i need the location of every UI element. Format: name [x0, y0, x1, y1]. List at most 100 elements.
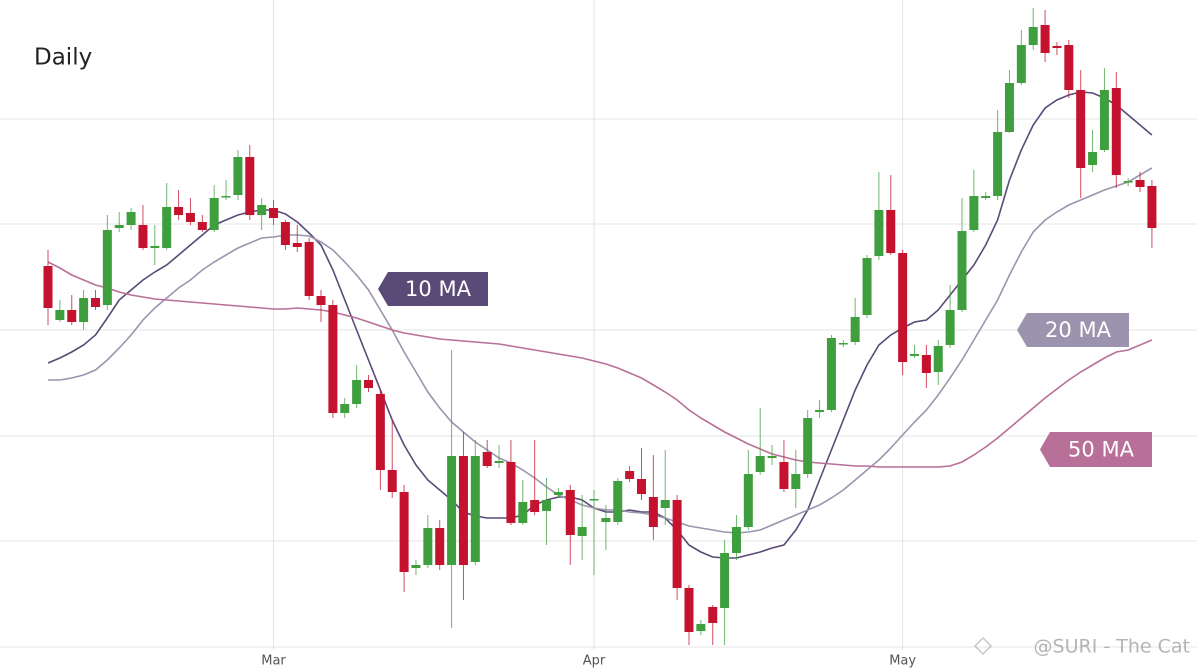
moving-averages [47, 91, 1153, 559]
candle-body [221, 196, 231, 198]
candle-body [589, 499, 599, 501]
candle-body [411, 565, 421, 568]
candle-body [1076, 90, 1086, 168]
candle-body [862, 258, 872, 315]
candle-body [993, 132, 1003, 196]
candle-body [209, 198, 219, 230]
candle-body [696, 624, 706, 631]
candle-body [648, 497, 658, 527]
candle-body [577, 527, 587, 536]
candle-body [1123, 181, 1133, 183]
ma-tag-label: 50 MA [1068, 438, 1135, 462]
candle-body [803, 418, 813, 474]
candle-body [90, 298, 100, 307]
watermark-icon [973, 636, 993, 656]
candle-body [613, 481, 623, 522]
candle-body [126, 212, 136, 225]
candle-body [387, 470, 397, 492]
candle-body [102, 230, 112, 305]
candle-body [921, 355, 931, 373]
candle-body [340, 404, 350, 413]
candle-body [1016, 45, 1026, 83]
candle-body [197, 222, 207, 230]
candle-body [375, 394, 385, 470]
candle-body [910, 354, 920, 356]
candle-body [245, 157, 255, 215]
candle-body [1147, 186, 1157, 228]
ma-tag [1040, 432, 1152, 467]
ma-line [48, 167, 1153, 534]
candle-body [542, 500, 552, 511]
ma-tag-label: 10 MA [405, 277, 472, 301]
candle-body [304, 242, 314, 296]
candle-body [1052, 46, 1062, 48]
candle-body [316, 296, 326, 305]
candle-body [185, 213, 195, 222]
candle-body [933, 346, 943, 372]
candle-body [767, 456, 777, 458]
ma-tags: 10 MA 20 MA 50 MA [378, 272, 1152, 467]
candle-body [625, 471, 635, 479]
ma-tag-label: 20 MA [1045, 318, 1112, 342]
candle-body [969, 196, 979, 230]
candle-body [174, 207, 184, 215]
candle-body [957, 231, 967, 310]
x-tick-label: Apr [583, 654, 606, 669]
x-tick-label: May [889, 654, 916, 669]
candle-body [1099, 90, 1109, 150]
candle-body [838, 343, 848, 345]
candle-body [470, 456, 480, 562]
candle-body [1004, 83, 1014, 132]
candle-body [660, 500, 670, 508]
candle-body [518, 502, 528, 523]
candle-body [506, 462, 516, 523]
candle-body [233, 157, 243, 195]
candle-body [945, 310, 955, 345]
candle-body [269, 208, 279, 218]
ma-tag [378, 272, 488, 306]
candle-body [1135, 180, 1145, 187]
candle-body [731, 527, 741, 553]
candle-body [720, 553, 730, 608]
candle-body [447, 456, 457, 565]
candle-body [494, 461, 504, 463]
candle-body [43, 266, 53, 308]
candle-body [257, 205, 267, 215]
watermark: @SURI - The Cat [1034, 636, 1190, 658]
candle-body [423, 528, 433, 565]
candle-body [1088, 152, 1098, 165]
candle-body [684, 588, 694, 632]
candle-body [874, 210, 884, 256]
candle-body [328, 305, 338, 413]
candle-body [815, 410, 825, 412]
candle-body [399, 492, 409, 572]
candle-body [67, 310, 77, 322]
candle-body [482, 452, 492, 466]
candle-body [826, 338, 836, 410]
candle-body [565, 490, 575, 535]
candle-body [886, 210, 896, 253]
candle-body [150, 246, 160, 248]
x-tick-label: Mar [261, 654, 286, 669]
candle-body [1064, 45, 1074, 90]
candle-body [79, 298, 89, 322]
candle-body [458, 456, 468, 565]
ma-line [47, 91, 1153, 559]
candle-body [601, 518, 611, 522]
candle-body [138, 225, 148, 248]
candles [43, 8, 1157, 645]
candle-body [637, 479, 646, 494]
candle-body [352, 380, 362, 404]
candle-body [530, 500, 540, 512]
candle-body [779, 462, 789, 489]
candle-body [55, 310, 65, 320]
chart-title: Daily [34, 45, 92, 71]
candle-body [114, 225, 124, 228]
candle-body [672, 500, 682, 588]
candle-body [708, 607, 718, 623]
candle-body [743, 474, 753, 527]
candle-body [755, 456, 765, 472]
ma-tag [1017, 313, 1129, 347]
